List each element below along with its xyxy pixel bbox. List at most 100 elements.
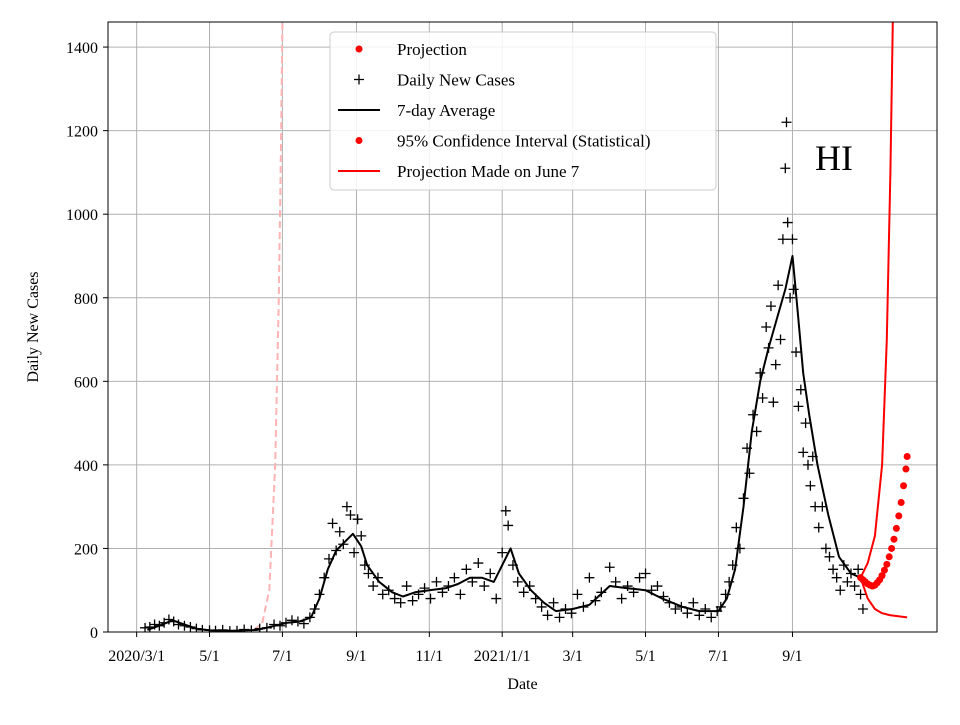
daily-new-cases-point bbox=[682, 608, 693, 619]
daily-new-cases-point bbox=[742, 443, 753, 454]
daily-new-cases-point bbox=[670, 604, 681, 615]
projection-point bbox=[888, 544, 896, 552]
projection-point bbox=[900, 482, 908, 490]
daily-new-cases-point bbox=[334, 526, 345, 537]
projection-made-on-june-7-line bbox=[253, 22, 284, 631]
daily-new-cases-point bbox=[596, 587, 607, 598]
x-tick-label: 9/1 bbox=[782, 648, 802, 665]
y-axis-label: Daily New Cases bbox=[25, 271, 42, 382]
projection-point bbox=[890, 535, 898, 543]
daily-new-cases-point bbox=[757, 393, 768, 404]
daily-new-cases-point bbox=[443, 581, 454, 592]
daily-new-cases-point bbox=[755, 367, 766, 378]
legend-marker-projection bbox=[355, 45, 363, 53]
daily-new-cases-point bbox=[785, 292, 796, 303]
projection-point bbox=[897, 498, 905, 506]
daily-new-cases-point bbox=[479, 581, 490, 592]
daily-new-cases-point bbox=[345, 510, 356, 521]
daily-new-cases-point bbox=[820, 543, 831, 554]
y-tick-label: 400 bbox=[74, 458, 98, 475]
daily-new-cases-point bbox=[173, 619, 184, 630]
daily-new-cases-point bbox=[807, 451, 818, 462]
legend: Projection Daily New Cases 7-day Average 95… bbox=[329, 31, 717, 191]
daily-new-cases-point bbox=[813, 522, 824, 533]
daily-new-cases-point bbox=[664, 597, 675, 608]
daily-new-cases-point bbox=[292, 616, 303, 627]
daily-new-cases-point bbox=[377, 589, 388, 600]
daily-new-cases-point bbox=[554, 612, 565, 623]
daily-new-cases-point bbox=[616, 593, 627, 604]
x-tick-label: 3/1 bbox=[562, 648, 582, 665]
projection-point bbox=[880, 566, 888, 574]
daily-new-cases-point bbox=[356, 530, 367, 541]
daily-new-cases-point bbox=[163, 614, 174, 625]
y-tick-label: 1400 bbox=[66, 40, 98, 57]
daily-new-cases-point bbox=[835, 585, 846, 596]
daily-new-cases-point bbox=[536, 601, 547, 612]
daily-new-cases-point bbox=[578, 601, 589, 612]
daily-new-cases-point bbox=[512, 576, 523, 587]
daily-new-cases-point bbox=[179, 620, 190, 631]
projection-point bbox=[903, 453, 911, 461]
y-tick-label: 800 bbox=[74, 291, 98, 308]
projection-point bbox=[895, 512, 903, 520]
daily-new-cases-point bbox=[560, 604, 571, 615]
daily-new-cases-point bbox=[280, 617, 291, 628]
projection-point bbox=[883, 560, 891, 568]
daily-new-cases-point bbox=[530, 593, 541, 604]
daily-new-cases-point bbox=[331, 545, 342, 556]
daily-new-cases-point bbox=[584, 572, 595, 583]
daily-new-cases-point bbox=[622, 581, 633, 592]
daily-new-cases-point bbox=[853, 564, 864, 575]
daily-new-cases-point bbox=[349, 547, 360, 558]
daily-new-cases-point bbox=[676, 601, 687, 612]
legend-items: Projection Daily New Cases 7-day Average 95… bbox=[338, 40, 651, 181]
legend-label-95-confidence-interval-statistical: 95% Confidence Interval (Statistical) bbox=[397, 132, 651, 151]
legend-label-projection: Projection bbox=[397, 40, 467, 59]
daily-new-cases-point bbox=[590, 595, 601, 606]
daily-new-cases-point bbox=[144, 621, 155, 632]
daily-new-cases-point bbox=[727, 560, 738, 571]
daily-new-cases-point bbox=[738, 493, 749, 504]
legend-box bbox=[329, 31, 717, 191]
daily-new-cases-point bbox=[352, 514, 363, 525]
series-group bbox=[140, 22, 911, 632]
daily-new-cases-point bbox=[269, 619, 280, 630]
daily-new-cases-point bbox=[817, 501, 828, 512]
y-tick-label: 200 bbox=[74, 541, 98, 558]
daily-new-cases-point bbox=[724, 576, 735, 587]
daily-new-cases-point bbox=[507, 560, 518, 571]
daily-new-cases-point bbox=[319, 572, 330, 583]
daily-new-cases-point bbox=[413, 589, 424, 600]
daily-new-cases-point bbox=[455, 589, 466, 600]
daily-new-cases-point bbox=[780, 163, 791, 174]
daily-new-cases-point bbox=[185, 621, 196, 632]
projection-point bbox=[885, 553, 893, 561]
daily-new-cases-point bbox=[261, 622, 272, 632]
daily-new-cases-point bbox=[503, 520, 514, 531]
daily-new-cases-point bbox=[652, 581, 663, 592]
daily-new-cases-point bbox=[548, 597, 559, 608]
daily-new-cases-point bbox=[485, 568, 496, 579]
region-label: HI bbox=[815, 138, 853, 178]
daily-new-cases-point bbox=[327, 518, 338, 529]
daily-new-cases-point bbox=[383, 585, 394, 596]
daily-new-cases-point bbox=[395, 597, 406, 608]
daily-new-cases-point bbox=[787, 234, 798, 245]
daily-new-cases-point bbox=[791, 347, 802, 358]
daily-new-cases-point bbox=[286, 615, 297, 626]
daily-new-cases-point bbox=[800, 418, 811, 429]
daily-new-cases-point bbox=[798, 447, 809, 458]
plot-frame bbox=[107, 21, 938, 633]
daily-new-cases-point bbox=[232, 625, 243, 632]
daily-new-cases-point bbox=[368, 581, 379, 592]
daily-new-cases-point bbox=[140, 622, 151, 632]
daily-new-cases-point bbox=[304, 612, 315, 623]
x-axis-label: Date bbox=[507, 676, 537, 693]
daily-new-cases-point bbox=[646, 585, 657, 596]
daily-new-cases-point bbox=[604, 562, 615, 573]
daily-new-cases-point bbox=[449, 572, 460, 583]
daily-new-cases-point bbox=[524, 581, 535, 592]
daily-new-cases-point bbox=[748, 409, 759, 420]
daily-new-cases-point bbox=[628, 587, 639, 598]
